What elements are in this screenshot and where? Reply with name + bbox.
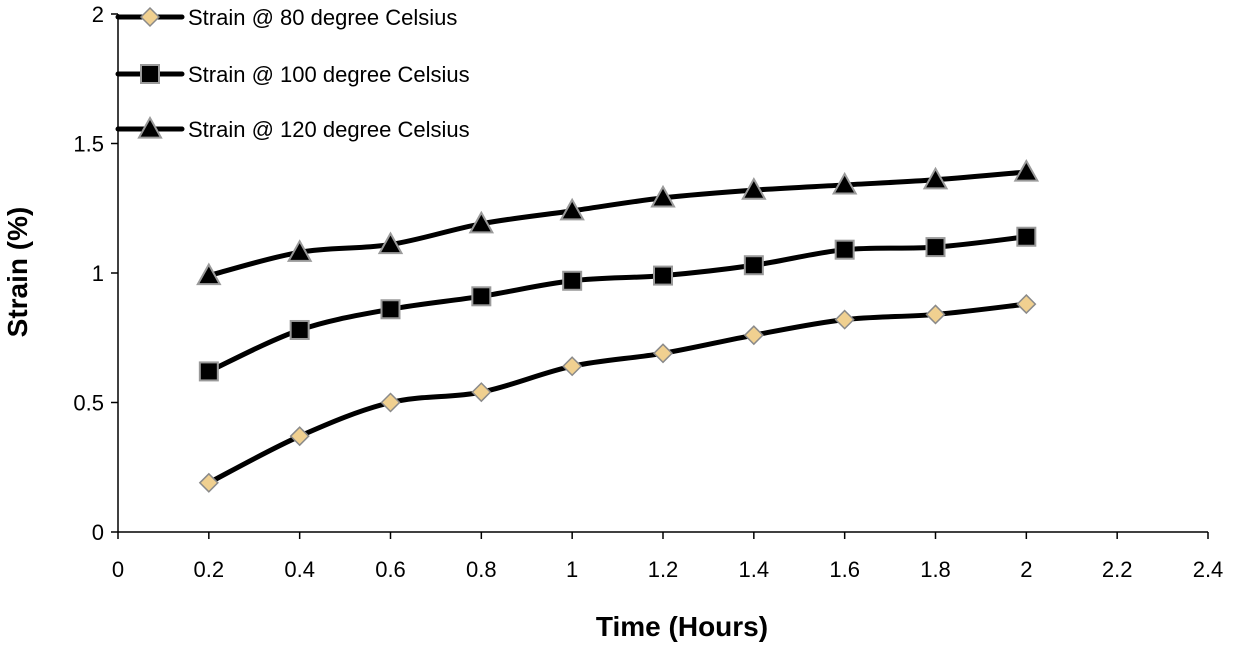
data-point-diamond	[562, 356, 583, 377]
y-tick-label: 0	[92, 520, 104, 545]
data-point-square	[743, 255, 764, 276]
legend-item: Strain @ 100 degree Celsius	[115, 62, 470, 87]
y-axis-title: Strain (%)	[2, 207, 33, 338]
data-point-triangle	[831, 171, 858, 195]
data-point-triangle	[286, 239, 313, 262]
x-tick-label: 0.4	[284, 557, 315, 582]
series-line	[206, 169, 1029, 279]
x-tick-label: 0	[112, 557, 124, 582]
data-point-triangle	[1013, 158, 1040, 182]
x-tick-label: 2.4	[1193, 557, 1224, 582]
x-tick-label: 0.6	[375, 557, 406, 582]
data-point-triangle	[559, 197, 585, 221]
series-line	[206, 234, 1029, 374]
legend-item: Strain @ 120 degree Celsius	[115, 115, 470, 142]
data-point-diamond	[289, 426, 310, 447]
legend-marker-triangle	[137, 115, 163, 139]
data-point-square	[925, 237, 946, 258]
x-tick-label: 2	[1020, 557, 1032, 582]
data-point-diamond	[743, 325, 764, 346]
series-triangle	[196, 158, 1040, 286]
data-point-triangle	[196, 262, 222, 286]
x-tick-label: 2.2	[1102, 557, 1133, 582]
data-point-square	[834, 239, 855, 260]
series-square	[198, 226, 1037, 382]
data-point-diamond	[925, 304, 946, 325]
data-point-square	[653, 265, 673, 286]
legend-item: Strain @ 80 degree Celsius	[115, 5, 457, 30]
x-tick-label: 0.8	[466, 557, 497, 582]
legend-marker-square	[140, 64, 160, 84]
data-point-diamond	[834, 309, 855, 330]
legend-marker-diamond	[139, 6, 161, 28]
y-tick-label: 1	[92, 261, 104, 286]
data-point-diamond	[198, 472, 219, 493]
series-diamond	[198, 294, 1037, 493]
data-point-triangle	[468, 210, 495, 234]
x-tick-label: 1.8	[920, 557, 951, 582]
data-point-square	[562, 270, 583, 291]
data-point-diamond	[652, 343, 674, 364]
data-point-diamond	[380, 392, 401, 413]
y-tick-label: 0.5	[73, 391, 104, 416]
data-point-square	[380, 299, 401, 320]
x-axis-title: Time (Hours)	[596, 611, 768, 642]
data-point-triangle	[377, 231, 404, 255]
legend: Strain @ 80 degree Celsius Strain @ 100 d…	[115, 5, 470, 142]
data-point-square	[289, 319, 310, 340]
series-line	[206, 301, 1029, 486]
data-point-triangle	[741, 177, 767, 200]
y-tick-label: 1.5	[73, 132, 104, 157]
data-point-diamond	[471, 382, 492, 403]
x-tick-label: 1.2	[648, 557, 679, 582]
data-point-triangle	[922, 166, 949, 190]
data-point-square	[198, 361, 219, 382]
x-tick-label: 1	[566, 557, 578, 582]
x-tick-label: 1.4	[739, 557, 770, 582]
x-tick-label: 1.6	[829, 557, 860, 582]
axes: 0 0.2 0.4 0.6 0.8 1 1.2 1.4 1.6 1.8 2 2.2 2.4 0 0.5 1 1.…	[73, 2, 1223, 582]
series-layer	[196, 158, 1040, 493]
legend-label: Strain @ 120 degree Celsius	[188, 117, 470, 142]
data-point-square	[1016, 226, 1037, 247]
legend-label: Strain @ 100 degree Celsius	[188, 62, 470, 87]
data-point-square	[471, 286, 492, 307]
y-tick-label: 2	[92, 2, 104, 27]
data-point-triangle	[650, 184, 676, 208]
data-point-diamond	[1016, 294, 1037, 315]
x-tick-label: 0.2	[194, 557, 225, 582]
legend-label: Strain @ 80 degree Celsius	[188, 5, 457, 30]
